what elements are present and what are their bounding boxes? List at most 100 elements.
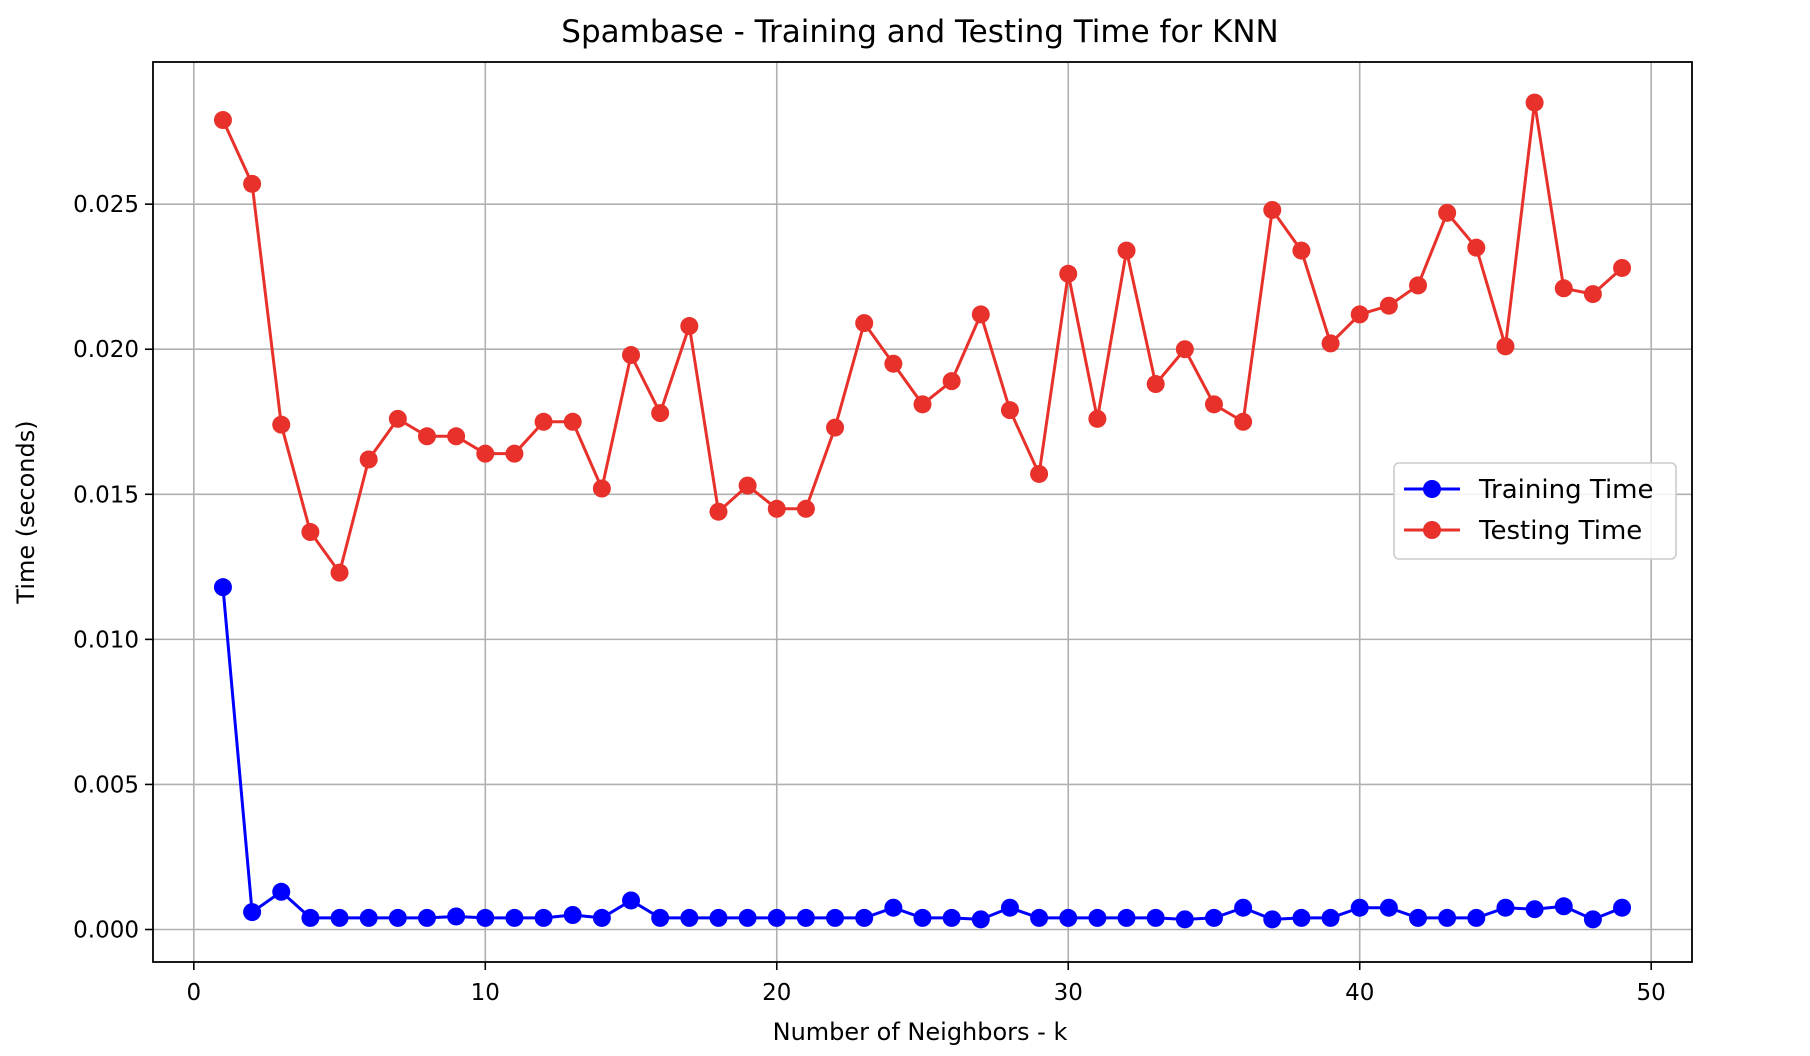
data-point-training-time <box>447 907 466 926</box>
data-point-testing-time <box>855 314 874 333</box>
data-point-testing-time <box>1000 401 1019 420</box>
data-point-testing-time <box>1467 238 1486 257</box>
x-axis-label: Number of Neighbors - k <box>773 1018 1068 1046</box>
data-point-testing-time <box>476 444 495 463</box>
data-point-training-time <box>476 908 495 927</box>
data-point-training-time <box>1554 897 1573 916</box>
plot-area-frame <box>152 61 1693 963</box>
data-point-training-time <box>534 908 553 927</box>
data-point-testing-time <box>1117 241 1136 260</box>
data-point-testing-time <box>592 479 611 498</box>
data-point-testing-time <box>1321 334 1340 353</box>
data-point-testing-time <box>534 412 553 431</box>
data-point-training-time <box>622 891 641 910</box>
data-point-training-time <box>738 908 757 927</box>
legend-box <box>1393 462 1677 560</box>
data-point-training-time <box>1146 908 1165 927</box>
data-point-testing-time <box>1583 285 1602 304</box>
data-point-testing-time <box>1379 296 1398 315</box>
data-point-training-time <box>826 908 845 927</box>
data-point-testing-time <box>563 412 582 431</box>
data-point-training-time <box>213 578 232 597</box>
data-point-testing-time <box>359 450 378 469</box>
data-point-testing-time <box>243 174 262 193</box>
data-point-training-time <box>563 905 582 924</box>
data-point-testing-time <box>388 409 407 428</box>
data-point-training-time <box>971 910 990 929</box>
data-point-testing-time <box>1292 241 1311 260</box>
data-point-training-time <box>1088 908 1107 927</box>
legend-label-testing-time: Testing Time <box>1478 516 1642 546</box>
data-point-training-time <box>1409 908 1428 927</box>
data-point-training-time <box>1204 908 1223 927</box>
data-point-training-time <box>1350 898 1369 917</box>
data-point-testing-time <box>1175 340 1194 359</box>
data-point-training-time <box>1059 908 1078 927</box>
data-point-training-time <box>301 908 320 927</box>
data-point-training-time <box>1030 908 1049 927</box>
data-point-testing-time <box>971 305 990 324</box>
data-point-testing-time <box>709 502 728 521</box>
data-point-training-time <box>1583 910 1602 929</box>
data-point-testing-time <box>1496 337 1515 356</box>
data-point-training-time <box>1525 900 1544 919</box>
data-point-training-time <box>1292 908 1311 927</box>
data-point-testing-time <box>913 395 932 414</box>
axis-ticks: 0 10 20 30 40 50 0.000 0.005 0.010 0.015 0.020 0.02… <box>73 192 1666 1006</box>
data-point-testing-time <box>738 476 757 495</box>
data-point-training-time <box>884 898 903 917</box>
data-point-testing-time <box>1059 264 1078 283</box>
data-point-training-time <box>767 908 786 927</box>
y-axis-label: Time (seconds) <box>12 420 40 604</box>
data-point-training-time <box>1496 898 1515 917</box>
data-point-training-time <box>942 908 961 927</box>
x-tick-label: 10 <box>471 980 500 1006</box>
data-point-training-time <box>505 908 524 927</box>
data-point-testing-time <box>1204 395 1223 414</box>
data-point-testing-time <box>884 354 903 373</box>
data-point-training-time <box>855 908 874 927</box>
data-point-training-time <box>1000 898 1019 917</box>
data-point-testing-time <box>1613 258 1632 277</box>
data-point-testing-time <box>1088 409 1107 428</box>
data-point-training-time <box>417 908 436 927</box>
data-point-testing-time <box>1525 93 1544 112</box>
data-point-testing-time <box>1350 305 1369 324</box>
data-point-training-time <box>1379 898 1398 917</box>
data-point-testing-time <box>213 111 232 130</box>
data-point-testing-time <box>1263 200 1282 219</box>
legend-marker-training-time <box>1423 480 1441 498</box>
data-point-training-time <box>709 908 728 927</box>
data-point-training-time <box>680 908 699 927</box>
y-tick-label: 0.025 <box>73 192 139 218</box>
data-point-training-time <box>272 882 291 901</box>
data-point-testing-time <box>447 427 466 446</box>
data-point-training-time <box>1234 898 1253 917</box>
y-tick-label: 0.020 <box>73 337 139 363</box>
data-point-testing-time <box>1146 375 1165 394</box>
y-tick-label: 0.000 <box>73 918 139 944</box>
y-tick-label: 0.010 <box>73 627 139 653</box>
data-point-training-time <box>1467 908 1486 927</box>
data-point-testing-time <box>942 372 961 391</box>
data-point-testing-time <box>1409 276 1428 295</box>
series-testing-time <box>213 93 1632 582</box>
x-tick-label: 30 <box>1054 980 1083 1006</box>
data-point-testing-time <box>826 418 845 437</box>
data-point-training-time <box>243 903 262 922</box>
data-point-training-time <box>1117 908 1136 927</box>
data-point-training-time <box>359 908 378 927</box>
data-point-testing-time <box>1438 203 1457 222</box>
data-point-training-time <box>592 908 611 927</box>
legend: Training Time Testing Time <box>1393 462 1677 560</box>
data-point-training-time <box>796 908 815 927</box>
chart-title: Spambase - Training and Testing Time for… <box>561 14 1278 50</box>
series-training-time <box>213 578 1632 929</box>
data-point-testing-time <box>767 499 786 518</box>
data-point-training-time <box>913 908 932 927</box>
data-point-testing-time <box>272 415 291 434</box>
legend-label-training-time: Training Time <box>1478 475 1653 505</box>
x-tick-label: 40 <box>1345 980 1374 1006</box>
